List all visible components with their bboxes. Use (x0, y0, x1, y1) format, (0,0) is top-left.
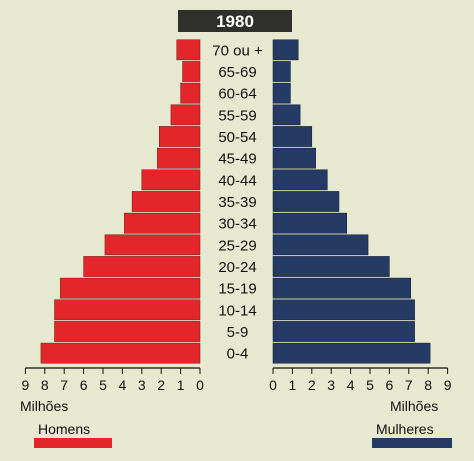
legend-swatch-women (372, 438, 452, 448)
legend-swatch-men (34, 438, 112, 448)
bar-men-30-34 (124, 212, 201, 234)
age-label: 25-29 (218, 237, 256, 254)
bar-women-15-19 (272, 277, 411, 299)
age-label: 10-14 (218, 302, 256, 319)
tick-label-left: 6 (80, 377, 88, 393)
tick-label-right: 7 (405, 377, 413, 393)
bar-women-0-4 (272, 342, 431, 364)
age-label: 35-39 (218, 194, 256, 211)
age-label: 0-4 (227, 346, 249, 363)
bar-women-35-39 (272, 191, 340, 212)
bar-men-60-64 (180, 82, 201, 104)
bar-men-15-19 (60, 277, 201, 299)
tick-label-left: 1 (177, 377, 185, 393)
bar-men-45-49 (157, 147, 201, 169)
bar-women-20-24 (272, 256, 390, 277)
bar-women-45-49 (272, 147, 316, 169)
bar-men-70-ou-+ (176, 39, 201, 61)
age-label: 65-69 (218, 64, 256, 81)
bar-women-10-14 (272, 299, 415, 321)
tick-label-right: 2 (308, 377, 316, 393)
age-label: 50-54 (218, 129, 256, 146)
tick-label-right: 8 (424, 377, 432, 393)
age-label: 5-9 (227, 324, 249, 341)
bar-men-40-44 (141, 169, 201, 191)
tick-label-right: 6 (386, 377, 394, 393)
tick-label-left: 4 (119, 377, 127, 393)
tick-label-right: 5 (366, 377, 374, 393)
bar-women-60-64 (272, 82, 291, 104)
tick-label-left: 3 (138, 377, 146, 393)
tick-label-right: 3 (327, 377, 335, 393)
bar-women-55-59 (272, 104, 301, 126)
bar-men-50-54 (159, 126, 201, 147)
age-label: 30-34 (218, 216, 256, 233)
bar-women-50-54 (272, 126, 313, 147)
age-label: 20-24 (218, 259, 256, 276)
tick-label-left: 7 (60, 377, 68, 393)
bar-women-25-29 (272, 234, 369, 256)
age-label: 70 ou + (212, 42, 263, 59)
tick-label-left: 2 (157, 377, 165, 393)
title-box (178, 10, 292, 32)
chart-title: 1980 (216, 12, 254, 31)
tick-label-left: 9 (22, 377, 30, 393)
bar-men-35-39 (131, 191, 201, 212)
men-bars (40, 39, 201, 364)
legend: Homens Mulheres (34, 421, 452, 448)
x-axis-label-left: Milhões (20, 398, 68, 414)
bar-women-70-ou-+ (272, 39, 299, 61)
age-label: 55-59 (218, 107, 256, 124)
age-label: 60-64 (218, 86, 256, 103)
tick-label-left: 8 (41, 377, 49, 393)
women-bars (272, 39, 431, 364)
bar-men-65-69 (182, 61, 201, 82)
legend-label-women: Mulheres (376, 421, 434, 437)
bar-women-30-34 (272, 212, 347, 234)
bar-men-25-29 (104, 234, 201, 256)
axes: 0 01 12 23 34 45 56 67 78 89 9 (22, 367, 452, 393)
x-axis-label-right: Milhões (390, 398, 438, 414)
tick-label-right: 4 (347, 377, 355, 393)
bar-men-20-24 (83, 256, 201, 277)
age-group-labels: 0-4 5-9 10-14 15-19 20-24 25-29 30-34 35-39 40-4… (212, 42, 263, 362)
bar-women-5-9 (272, 321, 415, 342)
tick-label-left: 5 (99, 377, 107, 393)
bar-men-5-9 (54, 321, 201, 342)
chart-title-group: 1980 (178, 10, 292, 32)
bar-men-55-59 (170, 104, 201, 126)
legend-label-men: Homens (38, 421, 90, 437)
age-label: 40-44 (218, 172, 256, 189)
tick-label-right: 9 (444, 377, 452, 393)
tick-label-right: 1 (289, 377, 297, 393)
bar-men-10-14 (54, 299, 201, 321)
age-label: 45-49 (218, 151, 256, 168)
bar-women-40-44 (272, 169, 328, 191)
age-label: 15-19 (218, 281, 256, 298)
tick-label-left: 0 (196, 377, 204, 393)
tick-label-right: 0 (269, 377, 277, 393)
bar-women-65-69 (272, 61, 291, 82)
bar-men-0-4 (40, 342, 201, 364)
